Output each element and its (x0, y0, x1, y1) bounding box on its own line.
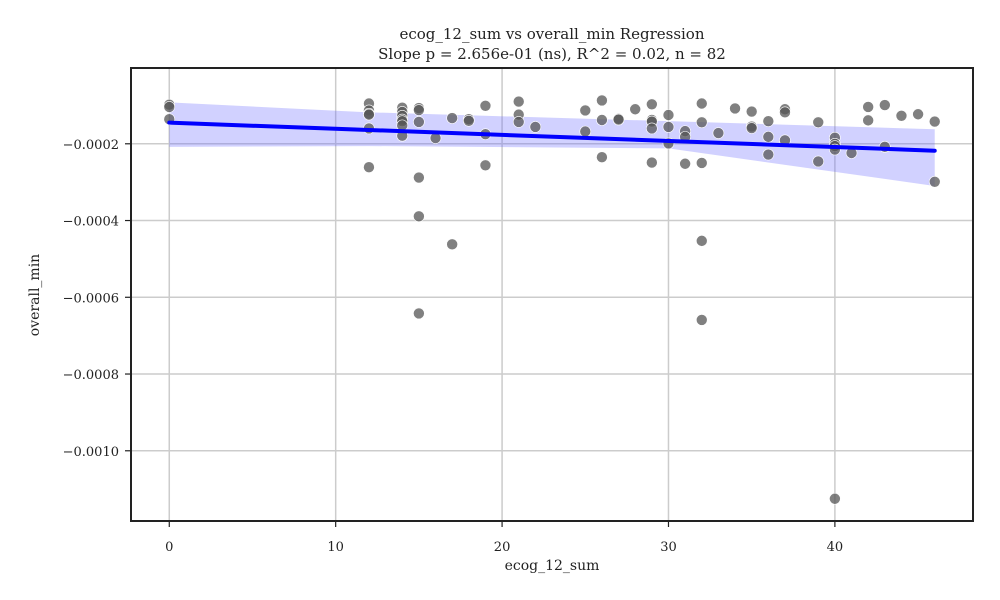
scatter-point (662, 121, 675, 133)
scatter-point (762, 115, 775, 127)
y-tick-label: −0.0002 (63, 138, 119, 153)
regression-line (167, 120, 937, 153)
scatter-point (363, 161, 375, 173)
confidence-band (169, 102, 935, 186)
grid-layer (131, 68, 973, 521)
scatter-point (646, 98, 658, 111)
scatter-point (446, 238, 458, 251)
scatter-point (363, 108, 375, 121)
scatter-point (413, 171, 425, 184)
scatter-point (779, 106, 791, 119)
scatter-point (479, 159, 492, 172)
scatter-point (446, 112, 458, 124)
scatter-point (879, 99, 891, 111)
scatter-point (862, 114, 874, 127)
scatter-point (695, 157, 708, 169)
scatter-point (695, 97, 708, 110)
scatter-point (596, 151, 608, 164)
scatter-point (729, 102, 741, 115)
scatter-point (579, 125, 592, 138)
scatter-point (462, 114, 475, 127)
scatter-point (762, 148, 775, 161)
scatter-point (928, 115, 941, 128)
x-tick-label: 30 (660, 540, 677, 555)
y-tick-label: −0.0010 (63, 445, 119, 460)
chart-title: ecog_12_sum vs overall_min Regression (399, 25, 704, 43)
x-tick-label: 0 (165, 540, 173, 555)
scatter-point (612, 113, 625, 126)
scatter-point (912, 108, 924, 121)
scatter-point (812, 116, 825, 129)
scatter-point (512, 116, 525, 128)
y-axis-label: overall_min (27, 254, 43, 336)
scatter-point (512, 95, 525, 108)
scatter-point (413, 104, 425, 116)
scatter-point (662, 109, 675, 121)
regression-line-layer (167, 120, 937, 153)
scatter-point (596, 94, 608, 107)
scatter-point (596, 114, 608, 126)
scatter-point (629, 103, 642, 116)
scatter-point (862, 101, 874, 113)
scatter-point (163, 101, 176, 113)
scatter-point (413, 210, 425, 223)
scatter-point (762, 131, 775, 143)
y-tick-label: −0.0004 (63, 215, 119, 230)
x-axis-label: ecog_12_sum (505, 558, 600, 574)
scatter-point (646, 156, 658, 169)
confidence-band-layer (169, 102, 935, 186)
x-tick-label: 10 (327, 540, 344, 555)
scatter-point (679, 157, 691, 170)
scatter-point (413, 307, 425, 320)
points-layer (163, 94, 941, 505)
chart-subtitle: Slope p = 2.656e-01 (ns), R^2 = 0.02, n … (378, 45, 726, 63)
plot-frame (130, 67, 974, 522)
scatter-point (812, 155, 825, 168)
scatter-point (895, 109, 908, 122)
scatter-point (413, 116, 425, 128)
scatter-point (479, 99, 492, 112)
x-tick-label: 20 (494, 540, 511, 555)
scatter-point (695, 235, 708, 247)
scatter-point (646, 122, 658, 135)
y-tick-label: −0.0006 (63, 291, 119, 306)
scatter-point (579, 104, 592, 117)
scatter-point (695, 314, 708, 326)
scatter-point (712, 127, 725, 139)
y-tick-label: −0.0008 (63, 368, 119, 383)
scatter-point (745, 122, 758, 134)
x-tick-label: 40 (827, 540, 844, 555)
scatter-point (829, 492, 841, 505)
scatter-point (745, 105, 758, 118)
tick-layer: 0 10 20 30 40 −0.0002 −0.0004 −0.0006 −0.0008 −0.… (63, 138, 844, 555)
scatter-point (928, 175, 941, 188)
scatter-point (529, 121, 542, 133)
scatter-point (695, 116, 708, 129)
